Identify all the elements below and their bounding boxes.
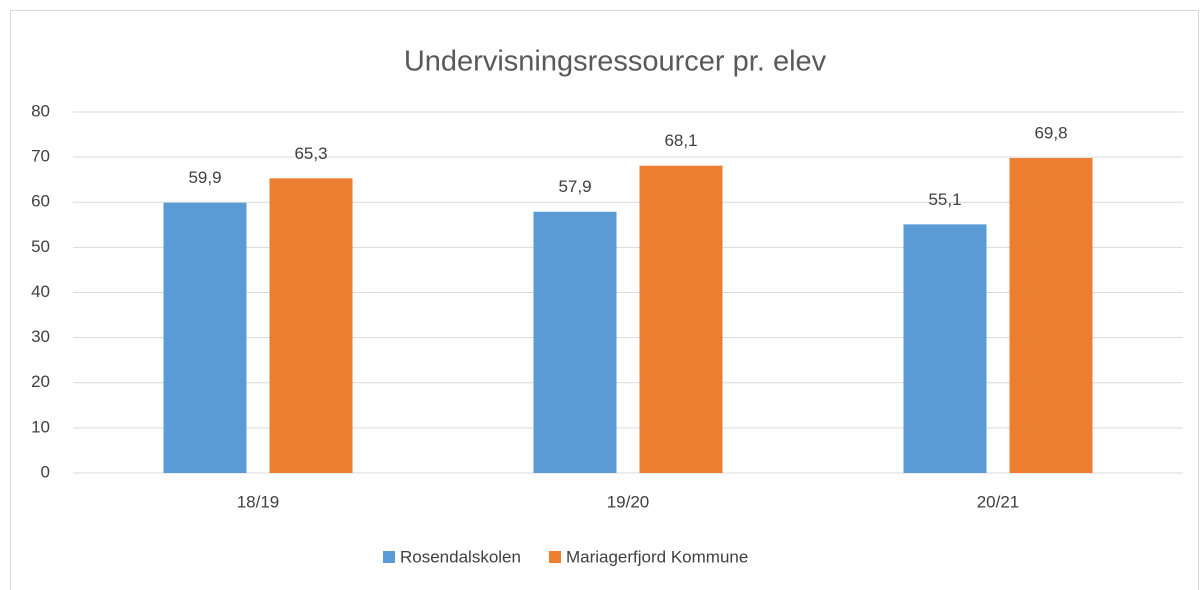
y-tick-label: 10 [31, 417, 50, 436]
data-label: 59,9 [188, 168, 221, 187]
legend-swatch [548, 551, 561, 563]
y-tick-label: 0 [41, 462, 50, 481]
y-tick-label: 80 [31, 101, 50, 120]
y-tick-label: 50 [31, 237, 50, 256]
data-label: 57,9 [558, 177, 591, 196]
y-tick-label: 60 [31, 192, 50, 211]
legend-label: Rosendalskolen [400, 547, 521, 566]
y-tick-label: 20 [31, 372, 50, 391]
bar [269, 178, 353, 474]
bar [639, 165, 723, 474]
bar [163, 202, 247, 474]
legend-swatch [383, 551, 395, 563]
chart-title: Undervisningsressourcer pr. elev [404, 46, 827, 78]
bar [1009, 158, 1093, 473]
y-tick-label: 70 [31, 147, 50, 166]
x-tick-label: 18/19 [237, 492, 280, 511]
data-label: 55,1 [928, 190, 961, 209]
bar [533, 211, 617, 473]
bar [903, 224, 987, 473]
x-tick-label: 20/21 [977, 492, 1020, 511]
y-tick-label: 30 [31, 327, 50, 346]
x-tick-label: 19/20 [607, 492, 650, 511]
data-label: 65,3 [294, 144, 327, 163]
data-label: 69,8 [1034, 124, 1067, 143]
data-label: 68,1 [664, 131, 697, 150]
legend-label: Mariagerfjord Kommune [566, 547, 748, 566]
y-tick-label: 40 [31, 282, 50, 301]
